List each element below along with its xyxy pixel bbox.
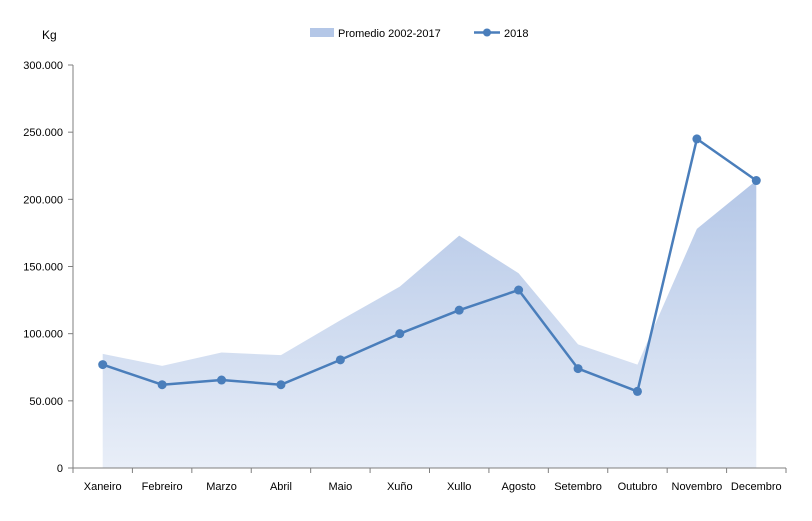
data-point: [217, 375, 227, 385]
data-point: [395, 329, 405, 339]
x-tick-label: Decembro: [731, 481, 782, 493]
legend-swatch-marker: [483, 28, 491, 37]
data-point: [632, 386, 642, 396]
y-tick-label: 150.000: [23, 262, 63, 274]
data-point: [98, 360, 108, 370]
data-point: [276, 380, 286, 390]
legend-label-area: Promedio 2002-2017: [338, 28, 441, 40]
data-point: [157, 380, 167, 390]
plot-area: 0 50.000 100.000 150.000 200.000 250.000 300.0…: [23, 60, 787, 493]
x-tick-label: Xuño: [387, 481, 413, 493]
data-point: [514, 285, 524, 295]
y-tick-label: 300.000: [23, 60, 63, 72]
data-point: [335, 355, 345, 365]
data-point: [692, 134, 702, 144]
data-point: [454, 305, 464, 315]
series-line-1: [102, 137, 758, 393]
x-tick-label: Marzo: [206, 481, 237, 493]
data-point: [573, 364, 583, 374]
y-tick-label: 100.000: [23, 329, 63, 341]
legend-label-line: 2018: [504, 28, 528, 40]
x-tick-label: Agosto: [502, 481, 536, 493]
x-tick-label: Febreiro: [142, 481, 183, 493]
x-tick-label: Xullo: [447, 481, 471, 493]
series-area-0: [102, 180, 757, 468]
x-tick-label: Outubro: [618, 481, 658, 493]
x-tick-label: Setembro: [554, 481, 602, 493]
x-tick-label: Novembro: [672, 481, 723, 493]
x-tick-label: Xaneiro: [84, 481, 122, 493]
x-tick-label: Abril: [270, 481, 292, 493]
y-tick-label: 200.000: [23, 194, 63, 206]
legend-swatch-area: [310, 28, 334, 37]
y-axis-label: Kg: [42, 28, 57, 42]
x-tick-label: Maio: [328, 481, 352, 493]
y-tick-label: 250.000: [23, 127, 63, 139]
y-tick-label: 0: [57, 463, 63, 475]
legend: Promedio 2002-2017 2018: [310, 28, 528, 40]
data-point: [751, 176, 761, 186]
y-tick-label: 50.000: [29, 396, 63, 408]
